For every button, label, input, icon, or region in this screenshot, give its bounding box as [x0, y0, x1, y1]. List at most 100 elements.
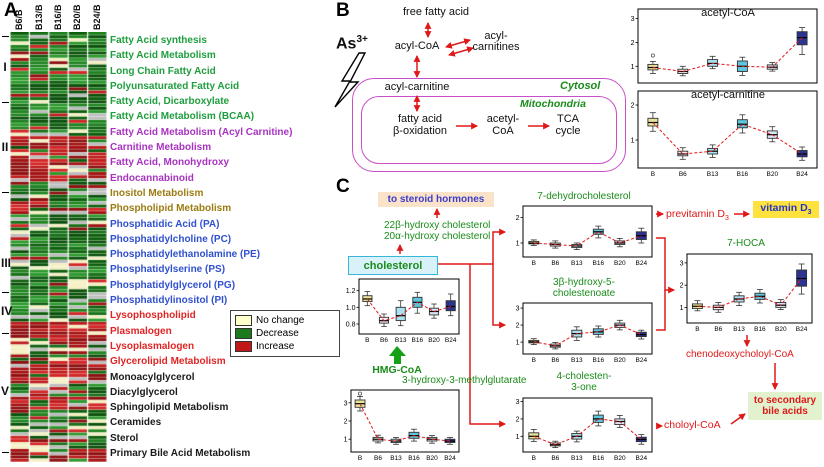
svg-text:2: 2 [631, 103, 635, 110]
svg-text:B16: B16 [737, 171, 749, 178]
svg-text:B6: B6 [714, 326, 722, 333]
svg-text:B20: B20 [614, 260, 626, 267]
group-label-3: III [1, 256, 12, 270]
legend-item-decrease: Decrease [235, 327, 335, 340]
legend-item-no-change: No change [235, 314, 335, 327]
acetyl-coa-node-label: CoA [492, 125, 514, 137]
svg-text:1: 1 [344, 437, 348, 444]
svg-text:B: B [651, 171, 655, 178]
cytosol-membrane [352, 78, 626, 172]
panel-c-label: C [336, 176, 350, 197]
chart-label-4-cholesten-3-one: 4-cholesten- 3-one [556, 371, 612, 393]
svg-text:B6: B6 [551, 357, 559, 364]
pathway-label: Polyunsaturated Fatty Acid [110, 80, 240, 92]
svg-text:2: 2 [516, 416, 520, 423]
pathway-label: Fatty Acid, Monohydroxy [110, 157, 230, 169]
boxplot-3b-hydroxy-5-cholestenoate: 1 2 3 B B6 B13 B16 B20 B24 [513, 300, 655, 364]
svg-text:3: 3 [516, 306, 520, 313]
svg-text:B24: B24 [445, 337, 457, 344]
acyl-carnitines-label: acyl- [484, 30, 508, 42]
svg-text:B: B [532, 260, 536, 267]
pathway-label: Monoacylglycerol [110, 371, 195, 383]
cholesterol-label: cholesterol [363, 259, 423, 272]
svg-text:2: 2 [680, 283, 684, 290]
pathway-label: Endocannabinoid [110, 172, 194, 184]
boxplot-svg: 1 2 3 B B6 B13 B16 B20 B24 [344, 389, 460, 462]
tca-cycle-label: cycle [555, 125, 581, 137]
free-fatty-acid-label: free fatty acid [402, 6, 470, 18]
pathway-label: Carnitine Metabolism [110, 142, 212, 154]
svg-text:1: 1 [680, 305, 684, 312]
boxplot-acetyl-coa: acetyl-CoA 1 2 3 [628, 6, 820, 86]
svg-text:B24: B24 [636, 455, 648, 462]
tca-cycle-label: TCA [557, 113, 579, 125]
svg-text:3: 3 [344, 400, 348, 407]
svg-text:B20: B20 [767, 171, 779, 178]
svg-text:2: 2 [631, 40, 635, 47]
svg-text:B24: B24 [444, 455, 456, 462]
svg-text:B20: B20 [428, 337, 440, 344]
boxplot-svg: 1 2 3 B B6 B13 B16 B20 B24 [680, 253, 813, 333]
group-divider-tick [2, 36, 9, 37]
svg-text:2: 2 [344, 419, 348, 426]
legend-item-increase: Increase [235, 340, 335, 353]
svg-text:2: 2 [516, 323, 520, 330]
svg-text:2: 2 [516, 215, 520, 222]
steroid-hormones-label: to steroid hormones [387, 194, 485, 205]
heatmap-col-header: B24/B [92, 4, 102, 30]
svg-text:B6: B6 [551, 260, 559, 267]
svg-text:B24: B24 [636, 260, 648, 267]
svg-text:B6: B6 [679, 171, 687, 178]
acyl-coa-label: acyl-CoA [394, 40, 440, 52]
svg-text:1: 1 [516, 434, 520, 441]
svg-text:B20: B20 [426, 455, 438, 462]
pathway-label: Sterol [110, 432, 139, 444]
group-label-5: V [1, 384, 10, 398]
chart-title: acetyl-CoA [701, 7, 755, 19]
chart-title: acetyl-carnitine [691, 89, 765, 101]
svg-text:3: 3 [631, 16, 635, 23]
pathway-label: Fatty Acid Metabolism [110, 50, 216, 62]
previtamin-d3-label: previtamin D3 [666, 208, 729, 223]
cytosol-label: Cytosol [560, 80, 601, 92]
legend-swatch-increase [235, 341, 252, 352]
svg-text:B13: B13 [395, 337, 407, 344]
group-label-2: II [1, 140, 9, 154]
svg-text:3: 3 [516, 399, 520, 406]
svg-text:B: B [358, 455, 362, 462]
boxplot-svg: 1 2 3 B B6 B13 B16 B20 B24 [516, 397, 653, 462]
legend-label: No change [256, 315, 305, 326]
legend-swatch-decrease [235, 328, 252, 339]
chart-label-7-hoca: 7-HOCA [727, 238, 765, 249]
svg-text:B16: B16 [408, 455, 420, 462]
metabolite-heatmap [10, 32, 107, 462]
boxplot-svg: 1 2 B B6 B13 B16 B20 B24 [631, 90, 818, 178]
acyl-carnitine-label: acyl-carnitine [384, 81, 450, 93]
svg-text:B13: B13 [571, 260, 583, 267]
pathway-label: Fatty Acid synthesis [110, 35, 207, 46]
group-divider-tick [2, 292, 9, 293]
svg-text:B13: B13 [733, 326, 745, 333]
heatmap-col-header: B16/B [53, 4, 63, 30]
pathway-label: Sphingolipid Metabolism [110, 402, 229, 414]
mitochondria-membrane [361, 96, 617, 164]
pathway-label: Ceramides [110, 417, 162, 429]
pathway-label: Phosphatidylinositol (PI) [110, 295, 228, 307]
svg-text:1.0: 1.0 [346, 305, 356, 312]
secondary-bile-acids-box: to secondary bile acids [748, 392, 822, 420]
group-label-1: I [3, 60, 7, 74]
pathway-label: Lysophospholipid [110, 310, 196, 322]
pathway-label: Fatty Acid Metabolism (Acyl Carnitine) [110, 126, 293, 138]
beta-oxidation-label: β-oxidation [392, 125, 448, 137]
group-divider-tick [2, 102, 9, 103]
svg-text:B24: B24 [796, 171, 808, 178]
hydroxy-cholesterol-label: 20α-hydroxy cholesterol [384, 231, 491, 242]
svg-text:B13: B13 [707, 171, 719, 178]
svg-text:B6: B6 [374, 455, 382, 462]
boxplot-svg: 0.8 1.0 1.2 B B6 B13 B16 B20 B24 [346, 278, 460, 344]
chart-label-3b-hydroxy-5-cholestenoate: 3β-hydroxy-5- cholestenoate [552, 277, 616, 299]
pathway-label: Phosphatidylcholine (PC) [110, 233, 232, 245]
hmg-synthesis-up-arrow-icon [389, 346, 406, 364]
svg-text:0.8: 0.8 [346, 322, 356, 329]
pathway-label: Lysoplasmalogen [110, 340, 195, 352]
